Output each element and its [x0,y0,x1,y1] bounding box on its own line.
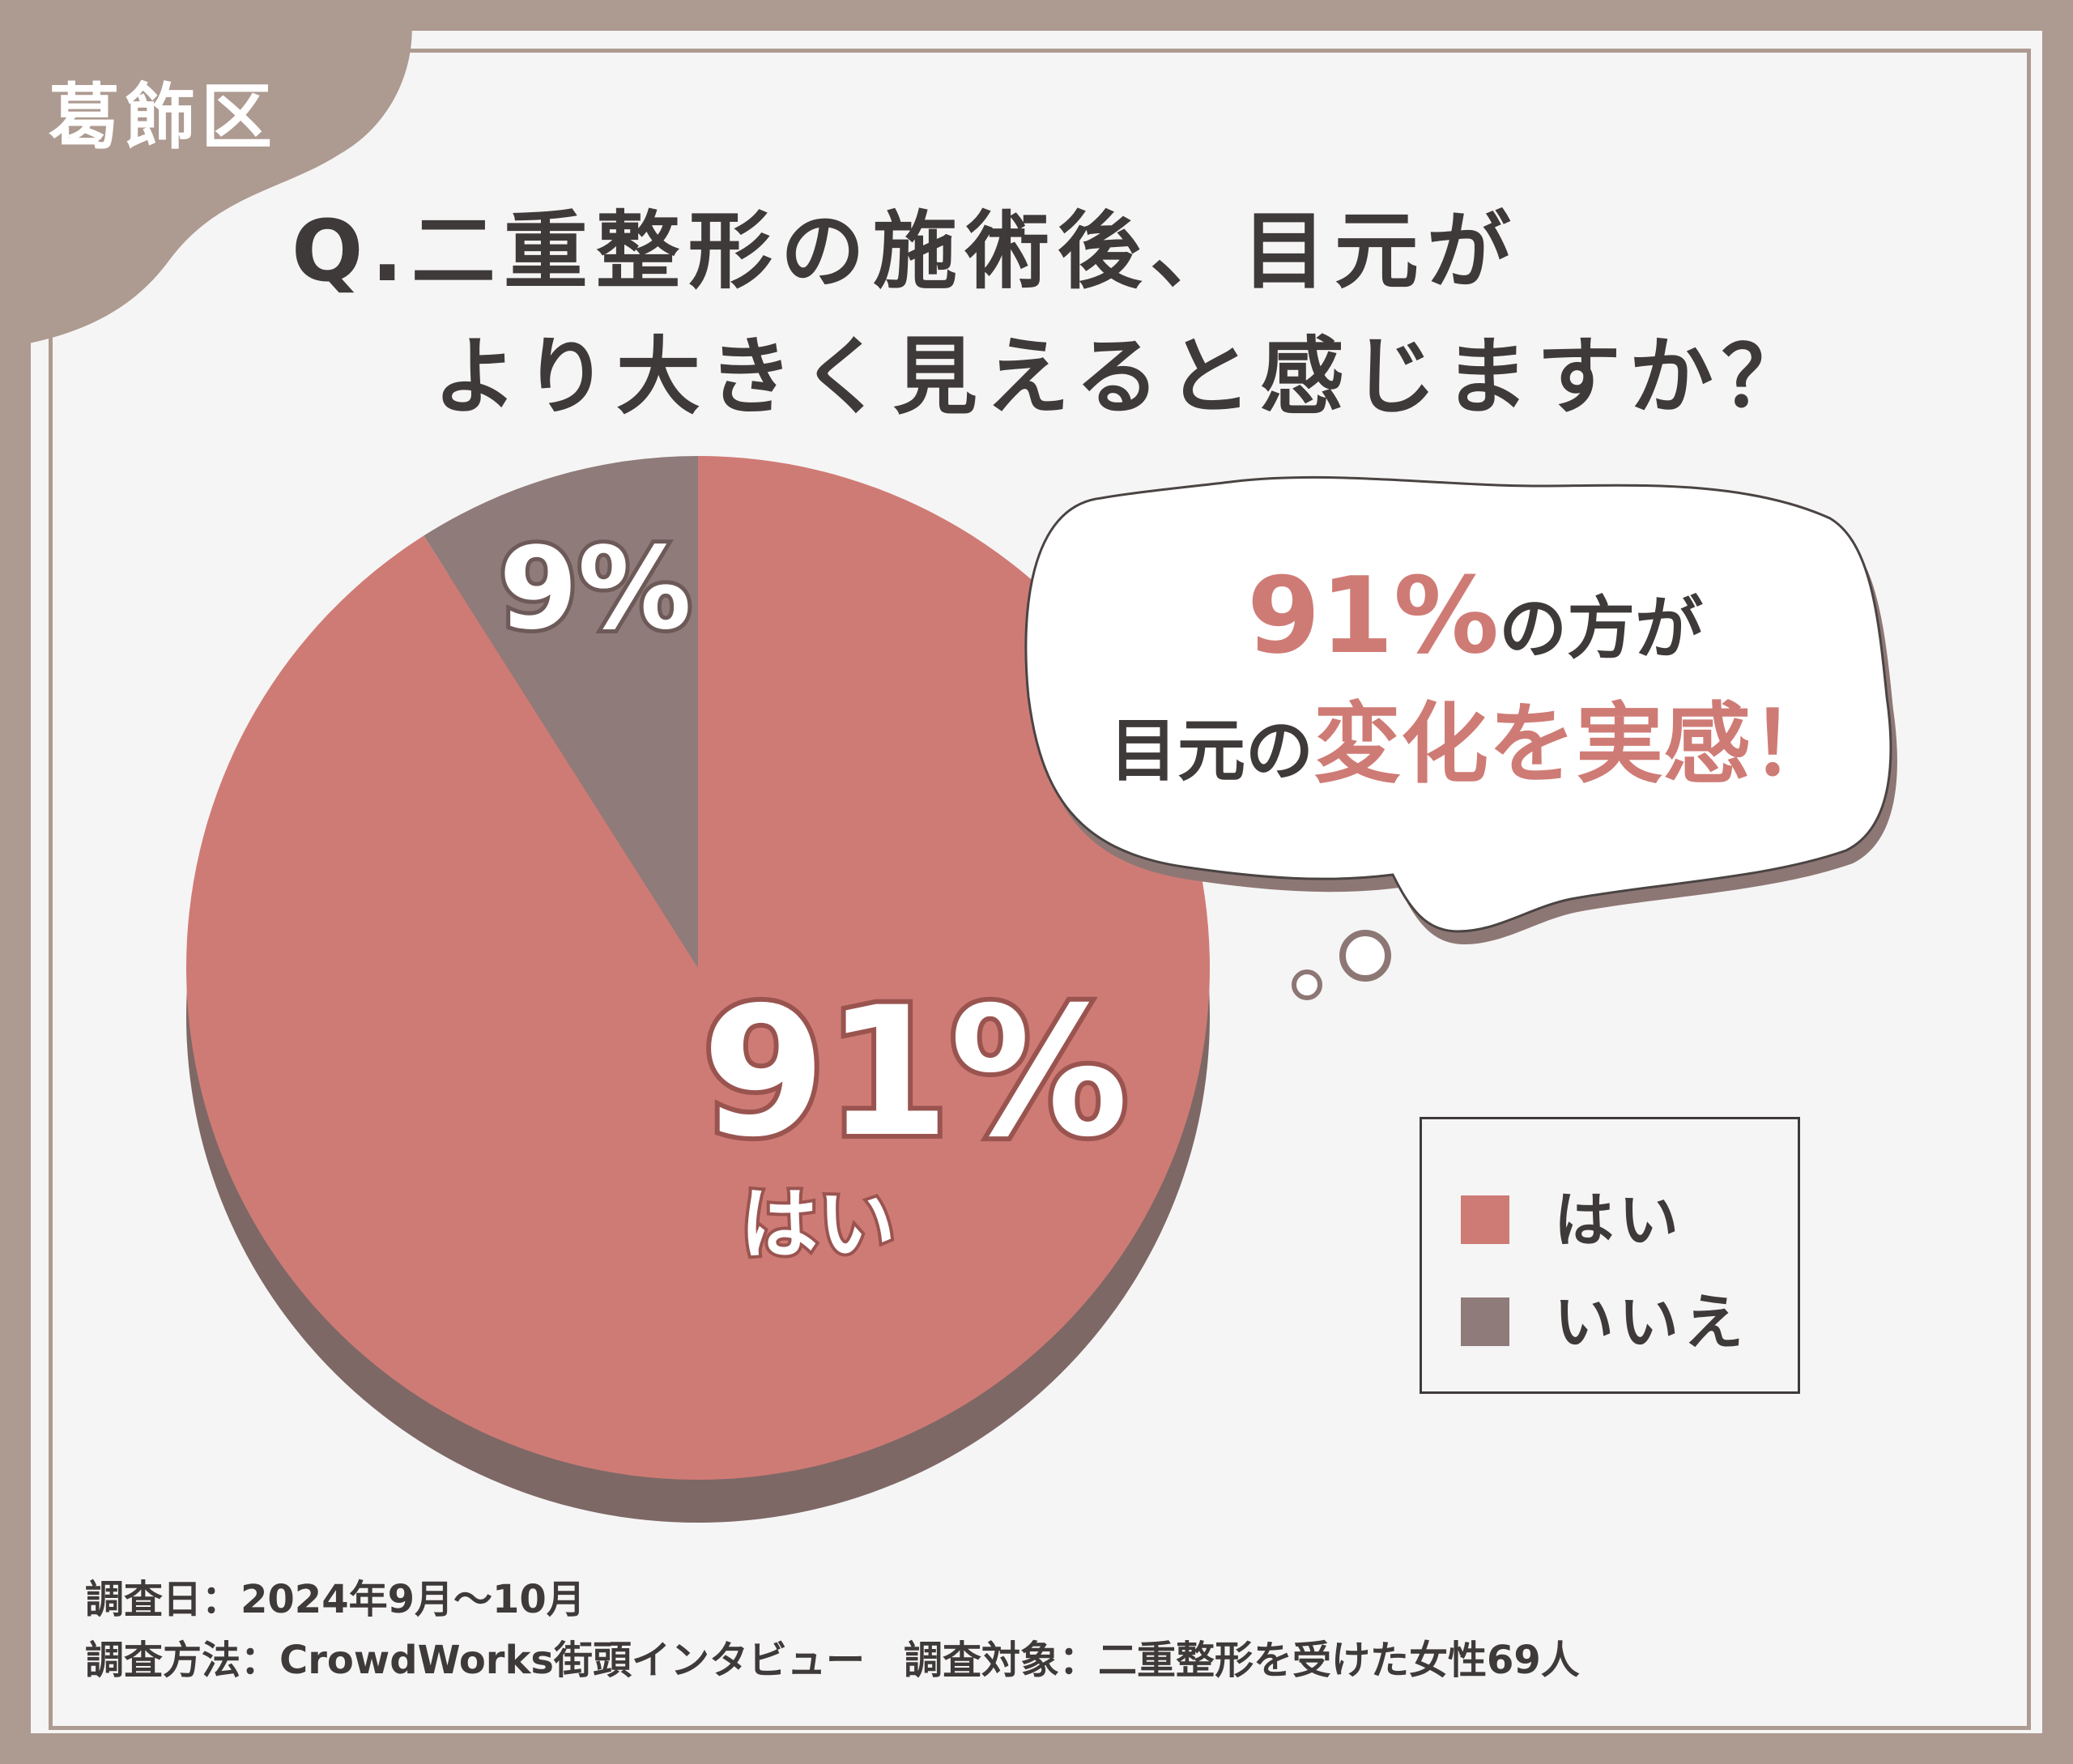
legend-swatch-yes [1461,1195,1509,1244]
pie-category-label-yes: はい [740,1179,896,1270]
callout-line-1-rest: の方が [1499,589,1704,668]
region-label: 葛飾区 [49,75,278,159]
callout-percent: 91% [1247,554,1500,677]
survey-method-target: 調査方法：CrowdWorks街頭インタビュー 調査対象：二重整形を受けた女性6… [85,1638,1580,1683]
region-tab [0,0,412,348]
pie-value-label-no: 9% [499,523,692,655]
legend-label-yes: はい [1554,1186,1684,1255]
callout-line-2-emphasis: 変化を実感！ [1313,694,1839,795]
question-title-line-2: より大きく見えると感じますか？ [433,327,1814,426]
legend-swatch-no [1461,1297,1509,1346]
pie-value-label-yes: 91% [702,969,1129,1176]
pie-slice-no [424,456,698,968]
question-title-line-1: Q.二重整形の施術後、目元が [292,202,1519,300]
bubble-dot-small [1292,969,1322,1000]
legend: はい いいえ [1420,1117,1800,1394]
bubble-dot-large [1339,930,1391,982]
thought-bubble [1024,475,1897,1000]
pie-slice-yes [186,456,1211,1480]
survey-date: 調査日：2024年9月～10月 [85,1577,585,1622]
legend-label-no: いいえ [1554,1288,1748,1357]
callout-line-1: 91%の方が [1247,559,1703,705]
callout-line-2: 目元の変化を実感！ [1109,688,1838,827]
callout-line-2-prefix: 目元の [1109,711,1314,790]
bubble-body [1024,475,1892,933]
